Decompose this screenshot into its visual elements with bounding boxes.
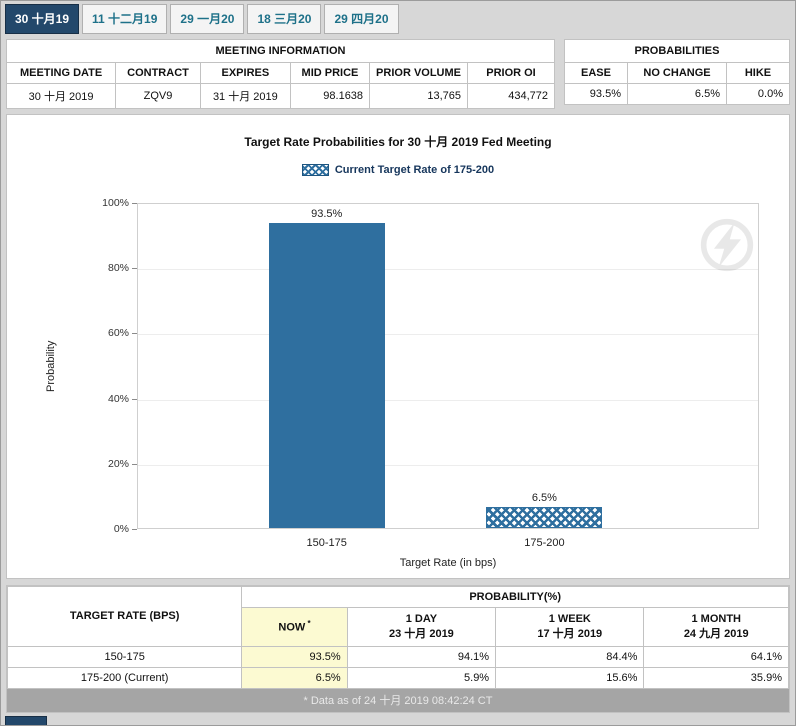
history-table-row: 175-200 (Current) 6.5% 5.9% 15.6% 35.9% <box>6 666 789 689</box>
gridline <box>138 334 758 336</box>
probabilities-table: PROBABILITIES EASE NO CHANGE HIKE 93.5% 6.5… <box>564 39 790 105</box>
meeting-info-value-cell: 13,765 <box>369 83 468 109</box>
probability-value-cell: 64.1% <box>643 645 789 668</box>
y-tick-label: 80% <box>107 262 129 275</box>
target-rate-label-cell: 150-175 <box>6 645 243 668</box>
gridline <box>138 464 758 466</box>
probabilities-header-cell: NO CHANGE <box>627 62 727 84</box>
meeting-info-header-cell: EXPIRES <box>199 62 291 84</box>
probabilities-value-cell: 0.0% <box>726 83 790 105</box>
y-tick-label: 60% <box>107 327 129 340</box>
probabilities-header-cell: EASE <box>564 62 628 84</box>
probability-value-cell: 84.4% <box>495 645 645 668</box>
quikstrike-watermark-icon <box>699 217 755 273</box>
meeting-tab-3[interactable]: 29 一月20 <box>170 4 245 34</box>
meeting-info-value-cell: 98.1638 <box>289 83 371 109</box>
x-category-label: 175-200 <box>524 537 565 549</box>
probability-value-cell: 6.5% <box>241 666 348 689</box>
probability-value-cell: 15.6% <box>495 666 645 689</box>
meeting-date-tabs: 30 十月19 11 十二月19 29 一月20 18 三月20 29 四月20 <box>1 1 795 34</box>
probability-history-table: TARGET RATE (BPS) PROBABILITY(%) NOW * 1 … <box>6 586 789 689</box>
probabilities-value-cell: 93.5% <box>564 83 628 105</box>
y-tick-mark <box>132 203 137 204</box>
probabilities-title: PROBABILITIES <box>564 39 790 63</box>
probability-value-cell: 5.9% <box>346 666 497 689</box>
history-sub-header-cell: 1 MONTH 24 九月 2019 <box>643 607 789 647</box>
y-tick-mark <box>132 463 137 465</box>
meeting-info-header-cell: PRIOR VOLUME <box>369 62 468 84</box>
data-as-of-footer: * Data as of 24 十月 2019 08:42:24 CT <box>7 688 789 712</box>
legend-label: Current Target Rate of 175-200 <box>334 164 495 176</box>
history-group-header-row: TARGET RATE (BPS) PROBABILITY(%) <box>6 586 789 647</box>
probabilities-value-cell: 6.5% <box>627 83 727 105</box>
meeting-tab-2[interactable]: 11 十二月19 <box>82 4 168 34</box>
meeting-info-value-cell: 31 十月 2019 <box>199 83 291 109</box>
probability-value-cell: 35.9% <box>643 666 789 689</box>
crosshatch-legend-swatch-icon <box>301 164 329 176</box>
next-section-tab-partial[interactable] <box>5 715 47 725</box>
meeting-information-header-row: MEETING DATE CONTRACT EXPIRES MID PRICE PRIO… <box>5 62 555 84</box>
probabilities-header-cell: HIKE <box>726 62 790 84</box>
bar-150-175 <box>269 223 385 528</box>
probability-pct-header: PROBABILITY(%) <box>241 586 789 608</box>
chart-title: Target Rate Probabilities for 30 十月 2019… <box>244 135 552 149</box>
bar-chart-plot-area <box>137 203 759 529</box>
history-table-row: 150-175 93.5% 94.1% 84.4% 64.1% <box>6 645 789 668</box>
y-tick-mark <box>132 268 137 270</box>
y-tick-mark <box>132 398 137 400</box>
bar-value-label: 6.5% <box>531 491 557 504</box>
target-rate-bps-header: TARGET RATE (BPS) <box>6 586 243 647</box>
summary-tables-row: MEETING INFORMATION MEETING DATE CONTRACT… <box>5 39 790 109</box>
gridline <box>138 269 758 271</box>
x-axis-label: Target Rate (in bps) <box>399 557 497 569</box>
y-tick-label: 20% <box>107 457 129 470</box>
probability-history-panel: TARGET RATE (BPS) PROBABILITY(%) NOW * 1 … <box>6 585 790 713</box>
y-tick-label: 100% <box>102 197 129 209</box>
target-rate-label-cell: 175-200 (Current) <box>6 666 243 689</box>
meeting-tab-4[interactable]: 18 三月20 <box>247 4 322 34</box>
history-sub-header-cell: 1 WEEK 17 十月 2019 <box>495 607 645 647</box>
meeting-information-title: MEETING INFORMATION <box>6 39 555 63</box>
gridline <box>138 399 758 401</box>
meeting-info-header-cell: MID PRICE <box>289 62 371 84</box>
meeting-tab-1[interactable]: 30 十月19 <box>5 4 80 34</box>
meeting-info-value-cell: 434,772 <box>467 83 555 109</box>
meeting-info-value-cell: 30 十月 2019 <box>5 83 117 109</box>
y-tick-label: 0% <box>113 523 129 535</box>
meeting-information-table: MEETING INFORMATION MEETING DATE CONTRACT… <box>5 39 555 109</box>
y-tick-mark <box>132 529 137 530</box>
meeting-info-value-cell: ZQV9 <box>115 83 201 109</box>
target-rate-chart-panel: Target Rate Probabilities for 30 十月 2019… <box>6 114 790 579</box>
history-sub-header-cell: 1 DAY 23 十月 2019 <box>346 607 497 647</box>
y-axis-label: Probability <box>45 340 57 392</box>
bar-175-200 <box>486 506 602 528</box>
probability-value-cell: 93.5% <box>241 645 348 668</box>
meeting-tab-5[interactable]: 29 四月20 <box>324 4 399 34</box>
meeting-info-header-cell: MEETING DATE <box>5 62 117 84</box>
history-sub-header-cell: NOW * <box>241 607 348 647</box>
probability-value-cell: 94.1% <box>346 645 497 668</box>
x-category-label: 150-175 <box>306 537 347 549</box>
chart-legend: Current Target Rate of 175-200 <box>7 164 789 176</box>
meeting-information-value-row: 30 十月 2019 ZQV9 31 十月 2019 98.1638 13,765 434… <box>5 83 555 109</box>
meeting-info-header-cell: PRIOR OI <box>467 62 555 84</box>
meeting-info-header-cell: CONTRACT <box>115 62 201 84</box>
y-tick-mark <box>132 333 137 335</box>
probabilities-header-row: EASE NO CHANGE HIKE <box>564 62 790 84</box>
probabilities-value-row: 93.5% 6.5% 0.0% <box>564 83 790 105</box>
bar-value-label: 93.5% <box>311 208 343 221</box>
y-tick-label: 40% <box>107 392 129 405</box>
